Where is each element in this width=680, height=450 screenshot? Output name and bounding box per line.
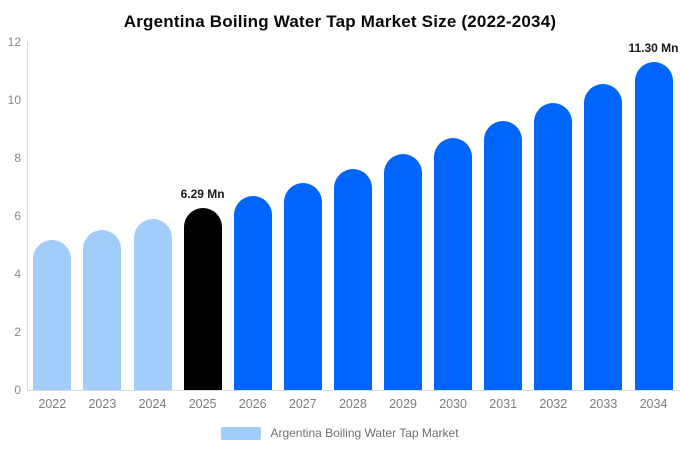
- y-tick-label: 10: [7, 93, 21, 107]
- x-tick-label-2022: 2022: [38, 397, 67, 411]
- bar-2027[interactable]: [283, 182, 322, 390]
- x-axis-line: [27, 390, 680, 391]
- y-axis-line: [27, 42, 28, 390]
- x-tick-label-2026: 2026: [238, 397, 267, 411]
- bar-2032[interactable]: [534, 103, 573, 390]
- bar-2023[interactable]: [83, 229, 122, 390]
- bar-2034[interactable]: [634, 62, 673, 390]
- bar-2031[interactable]: [484, 121, 523, 390]
- y-tick-label: 0: [14, 383, 21, 397]
- bar-2028[interactable]: [333, 168, 372, 390]
- bar-2024[interactable]: [133, 218, 172, 390]
- y-tick-label: 4: [14, 267, 21, 281]
- y-tick-label: 2: [14, 325, 21, 339]
- y-tick-label: 8: [14, 151, 21, 165]
- x-tick-label-2033: 2033: [589, 397, 618, 411]
- x-tick-label-2027: 2027: [288, 397, 317, 411]
- bar-2026[interactable]: [233, 195, 272, 390]
- bar-2033[interactable]: [584, 84, 623, 390]
- y-tick-label: 6: [14, 209, 21, 223]
- x-tick-label-2029: 2029: [389, 397, 417, 411]
- x-tick-label-2032: 2032: [539, 397, 568, 411]
- x-tick-label-2025: 2025: [188, 397, 217, 411]
- legend-swatch: [221, 426, 262, 440]
- bar-2030[interactable]: [434, 138, 473, 390]
- x-tick-label-2031: 2031: [489, 397, 518, 411]
- x-tick-label-2030: 2030: [439, 397, 467, 411]
- x-tick-label-2023: 2023: [88, 397, 117, 411]
- bar-2025[interactable]: [183, 207, 222, 390]
- chart-title: Argentina Boiling Water Tap Market Size …: [123, 12, 557, 31]
- bar-2022[interactable]: [33, 239, 72, 390]
- x-tick-label-2034: 2034: [639, 397, 668, 411]
- value-label-2025: 6.29 Mn: [180, 186, 225, 201]
- bar-2029[interactable]: [384, 153, 422, 390]
- y-tick-label: 12: [7, 35, 21, 49]
- legend-label: Argentina Boiling Water Tap Market: [270, 426, 459, 440]
- x-tick-label-2024: 2024: [138, 397, 167, 411]
- x-tick-label-2028: 2028: [338, 397, 367, 411]
- value-label-2034: 11.30 Mn: [628, 41, 679, 56]
- legend[interactable]: Argentina Boiling Water Tap Market: [0, 426, 680, 440]
